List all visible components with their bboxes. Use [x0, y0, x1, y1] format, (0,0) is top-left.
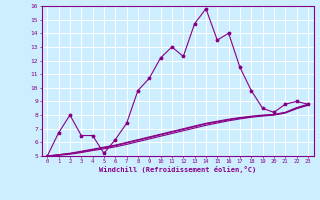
X-axis label: Windchill (Refroidissement éolien,°C): Windchill (Refroidissement éolien,°C)	[99, 166, 256, 173]
